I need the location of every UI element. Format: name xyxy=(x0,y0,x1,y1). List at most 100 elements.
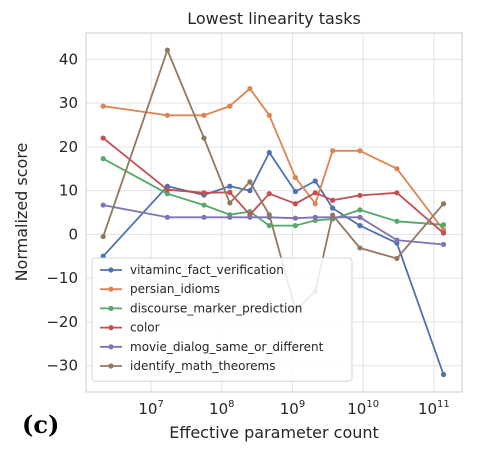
data-point xyxy=(312,190,318,196)
y-tick-label: 30 xyxy=(59,94,78,112)
data-point xyxy=(312,214,318,220)
y-tick-label: −20 xyxy=(46,313,78,331)
data-point xyxy=(330,197,336,203)
legend-label: color xyxy=(130,321,160,335)
x-tick-base: 10 xyxy=(347,400,366,418)
data-point xyxy=(100,135,106,141)
data-point xyxy=(247,214,253,220)
data-point xyxy=(100,202,106,208)
y-axis-label: Normalized score xyxy=(12,143,31,282)
data-point xyxy=(394,166,400,172)
data-point xyxy=(357,192,363,199)
data-point xyxy=(100,103,106,109)
data-point xyxy=(266,223,272,229)
data-point xyxy=(312,178,318,184)
data-point xyxy=(266,149,272,156)
data-point xyxy=(227,200,233,206)
chart-title: Lowest linearity tasks xyxy=(187,9,361,28)
data-point xyxy=(247,86,253,92)
data-point xyxy=(227,103,233,109)
data-point xyxy=(201,135,207,141)
legend-swatch-marker xyxy=(108,325,114,331)
x-tick-exponent: 8 xyxy=(228,399,234,410)
data-point xyxy=(247,188,253,194)
data-point xyxy=(330,205,336,211)
y-tick-label: −10 xyxy=(46,269,78,287)
y-tick-label: 40 xyxy=(59,50,78,68)
data-point xyxy=(312,201,318,207)
y-tick-label: 10 xyxy=(59,182,78,200)
data-point xyxy=(357,207,363,213)
data-point xyxy=(357,245,363,251)
data-point xyxy=(357,214,363,220)
x-tick-exponent: 9 xyxy=(299,399,305,410)
data-point xyxy=(227,183,233,189)
y-tick-label: 20 xyxy=(59,138,78,156)
series-line xyxy=(102,157,444,227)
x-tick-base: 10 xyxy=(280,400,299,418)
x-tick-base: 10 xyxy=(209,400,228,418)
legend-label: discourse_marker_prediction xyxy=(130,301,302,315)
data-point xyxy=(164,47,170,53)
x-tick-base: 10 xyxy=(418,400,437,418)
data-point xyxy=(100,156,106,162)
x-tick-label: 109 xyxy=(280,399,305,418)
x-tick-label: 107 xyxy=(138,399,163,418)
series-line xyxy=(102,137,445,234)
data-point xyxy=(357,223,363,229)
legend-label: movie_dialog_same_or_different xyxy=(130,340,324,354)
data-point xyxy=(266,191,272,197)
legend-label: vitaminc_fact_verification xyxy=(130,263,284,277)
x-tick-exponent: 11 xyxy=(437,399,450,410)
data-point xyxy=(394,255,400,262)
data-point xyxy=(292,188,299,195)
series-line xyxy=(103,204,444,246)
data-point xyxy=(440,222,447,228)
legend-swatch-marker xyxy=(108,344,114,350)
data-point xyxy=(330,212,336,218)
data-point xyxy=(357,148,363,154)
data-point xyxy=(247,179,253,185)
data-point xyxy=(394,237,400,243)
legend-swatch-marker xyxy=(108,286,114,292)
y-tick-label: 0 xyxy=(68,225,78,243)
x-tick-label: 1011 xyxy=(418,399,450,418)
data-point xyxy=(440,241,447,248)
data-point xyxy=(330,148,336,154)
data-point xyxy=(266,212,272,218)
legend-frame xyxy=(91,257,353,382)
legend-label: identify_math_theorems xyxy=(130,359,275,373)
data-point xyxy=(292,201,299,207)
legend-swatch-marker xyxy=(108,267,114,273)
data-point xyxy=(227,189,233,195)
data-point xyxy=(227,214,233,220)
data-point xyxy=(394,218,400,224)
legend-label: persian_idioms xyxy=(130,282,220,296)
x-tick-label: 108 xyxy=(209,399,234,418)
data-point xyxy=(164,112,170,118)
legend: vitaminc_fact_verification persian_idioms… xyxy=(91,257,353,382)
data-point xyxy=(266,112,272,118)
y-tick-label: −30 xyxy=(46,357,78,375)
data-point xyxy=(440,371,447,378)
data-point xyxy=(201,112,207,118)
data-point xyxy=(292,215,299,221)
data-point xyxy=(201,202,207,208)
legend-swatch-marker xyxy=(108,305,114,311)
data-point xyxy=(164,187,170,193)
data-point xyxy=(292,174,299,181)
series-line xyxy=(102,151,445,375)
series-line xyxy=(103,87,445,231)
data-point xyxy=(440,201,447,207)
data-point xyxy=(440,230,447,236)
legend-swatch-marker xyxy=(108,363,114,369)
x-tick-exponent: 10 xyxy=(366,399,379,410)
x-axis-label: Effective parameter count xyxy=(169,423,379,442)
data-point xyxy=(292,223,299,229)
x-tick-label: 1010 xyxy=(347,399,379,418)
x-tick-base: 10 xyxy=(138,400,157,418)
data-point xyxy=(100,233,106,240)
data-point xyxy=(394,190,400,196)
plot-frame xyxy=(85,32,463,393)
